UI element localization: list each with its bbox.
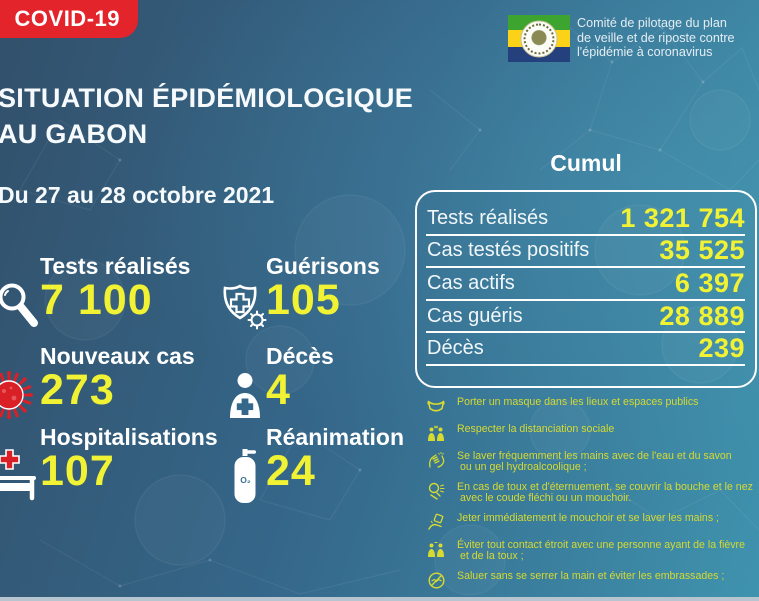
throw-tissue-icon [426, 513, 446, 531]
mask-icon [426, 397, 446, 415]
list-item: Porter un masque dans les lieux et espac… [426, 397, 759, 415]
row-label: Cas testés positifs [427, 239, 590, 262]
committee-line-1: Comité de pilotage du plan [577, 16, 727, 30]
cumulative-table: Tests réalisés 1 321 754 Cas testés posi… [415, 190, 757, 388]
list-item: Se laver fréquemment les mains avec de l… [426, 451, 759, 473]
committee-line-3: l'épidémie à coronavirus [577, 45, 713, 60]
oxygen-tank-label: O₂ [240, 475, 251, 485]
guideline-text: Jeter immédiatement le mouchoir et se la… [457, 512, 720, 524]
stat-value: 4 [266, 366, 291, 414]
hospital-bed-icon [0, 449, 36, 501]
page-title-line-1: SITUATION ÉPIDÉMIOLOGIQUE [0, 83, 414, 113]
stat-nouveaux-cas: Nouveaux cas 273 [40, 343, 195, 414]
row-value: 35 525 [659, 235, 745, 266]
oxygen-tank-icon: O₂ [233, 448, 258, 504]
row-value: 239 [698, 333, 745, 364]
guideline-text: Saluer sans se serrer la main et éviter … [457, 570, 725, 582]
row-label: Cas actifs [427, 271, 515, 294]
list-item: Saluer sans se serrer la main et éviter … [426, 571, 759, 589]
row-value: 28 889 [659, 300, 745, 331]
table-row: Tests réalisés 1 321 754 [426, 203, 745, 236]
page-title: SITUATION ÉPIDÉMIOLOGIQUE AU GABON [0, 80, 413, 152]
stat-tests-realises: Tests réalisés 7 100 [40, 253, 191, 324]
republic-seal-icon [520, 20, 558, 57]
stat-value: 105 [266, 276, 341, 324]
health-guidelines-list: Porter un masque dans les lieux et espac… [426, 397, 759, 601]
committee-name: Comité de pilotage du plan de veille et … [577, 16, 735, 60]
row-label: Cas guéris [427, 304, 523, 327]
report-period: Du 27 au 28 octobre 2021 [0, 182, 275, 208]
stat-label: Hospitalisations [40, 424, 218, 450]
shield-cross-virus-icon [223, 284, 267, 330]
guideline-text: En cas de toux et d'éternuement, se couv… [457, 481, 753, 504]
person-cross-icon [230, 373, 260, 418]
row-label: Décès [427, 337, 484, 360]
table-row: Cas guéris 28 889 [426, 301, 745, 334]
hand-washing-icon [426, 451, 446, 469]
guideline-text: Porter un masque dans les lieux et espac… [457, 396, 699, 408]
cumulative-title: Cumul [550, 150, 622, 176]
list-item: Jeter immédiatement le mouchoir et se la… [426, 513, 759, 531]
committee-line-2: de veille et de riposte contre [577, 30, 735, 45]
stat-hospitalisations: Hospitalisations 107 [40, 424, 218, 495]
stat-value: 24 [266, 447, 316, 495]
stat-deces: Décès 4 [266, 343, 334, 414]
table-row: Décès 239 [426, 333, 745, 366]
stat-guerisons: Guérisons 105 [266, 253, 380, 324]
table-row: Cas actifs 6 397 [426, 268, 745, 301]
avoid-contact-icon [426, 540, 446, 558]
stat-reanimation: Réanimation 24 [266, 424, 405, 495]
stat-label: Guérisons [266, 253, 380, 279]
stat-label: Décès [266, 343, 334, 369]
guideline-text: Se laver fréquemment les mains avec de l… [457, 450, 732, 473]
list-item: Respecter la distanciation sociale [426, 424, 759, 442]
page-title-line-2: AU GABON [0, 119, 148, 149]
guideline-text: Éviter tout contact étroit avec une pers… [457, 539, 745, 562]
stat-label: Tests réalisés [40, 253, 191, 279]
covid19-badge: COVID-19 [0, 0, 138, 38]
guideline-text: Respecter la distanciation sociale [457, 423, 615, 435]
stat-label: Nouveaux cas [40, 343, 195, 369]
stat-value: 7 100 [40, 276, 153, 324]
no-handshake-icon [426, 571, 446, 589]
magnifier-icon [0, 283, 38, 327]
row-label: Tests réalisés [427, 206, 549, 229]
list-item: En cas de toux et d'éternuement, se couv… [426, 482, 759, 504]
row-value: 1 321 754 [620, 202, 745, 233]
virus-icon [0, 371, 33, 419]
bottom-border-strip [0, 597, 759, 601]
gabon-flag-logo [508, 15, 570, 62]
stat-label: Réanimation [266, 424, 405, 450]
row-value: 6 397 [674, 267, 745, 298]
covid19-badge-label: COVID-19 [14, 6, 120, 31]
stat-value: 273 [40, 366, 115, 414]
table-row: Cas testés positifs 35 525 [426, 235, 745, 269]
stat-value: 107 [40, 447, 115, 495]
cough-elbow-icon [426, 482, 446, 500]
list-item: Éviter tout contact étroit avec une pers… [426, 540, 759, 562]
social-distancing-icon [426, 424, 446, 442]
